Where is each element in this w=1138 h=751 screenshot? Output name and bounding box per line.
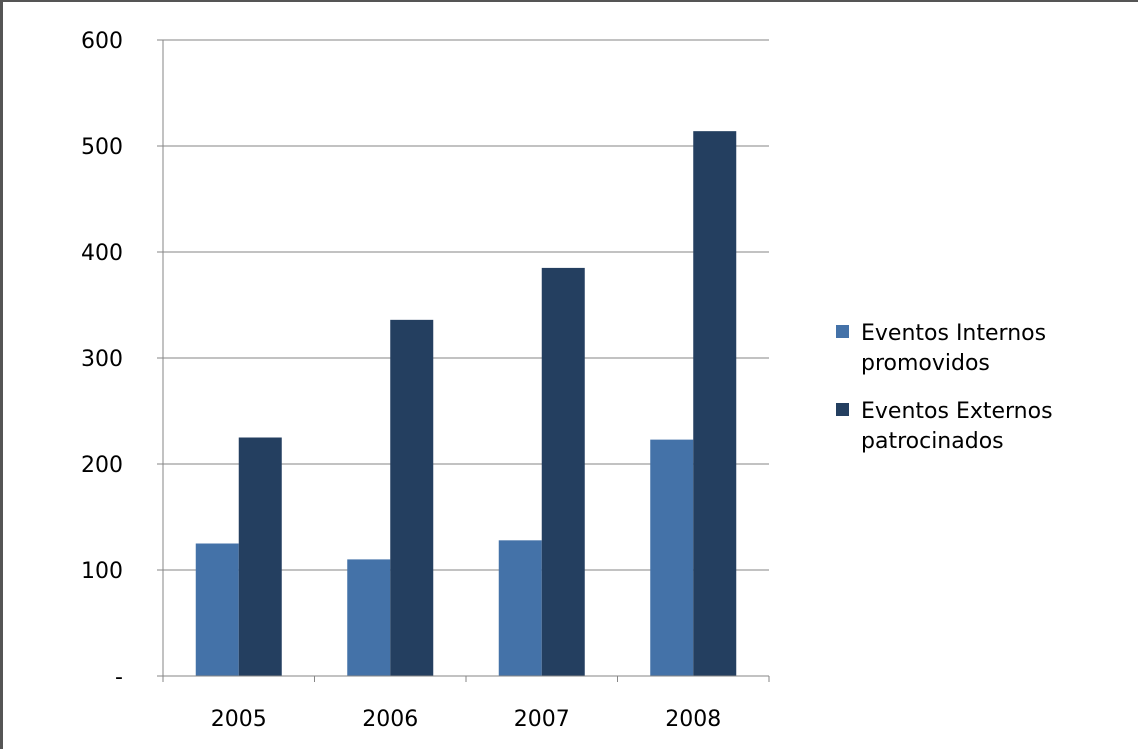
bar-externos-2007: [541, 267, 585, 676]
x-tick-label: 2007: [514, 707, 570, 732]
y-tick-label: 300: [81, 347, 123, 372]
y-tick-label: 400: [81, 241, 123, 266]
bar-externos-2006: [390, 319, 434, 676]
legend-label: Eventos Externos: [861, 399, 1053, 424]
bar-chart: - 100 200 300 400 500 600 2005 2006 2007 2008 Eve…: [81, 29, 1053, 732]
x-tick-label: 2005: [211, 707, 267, 732]
legend: Eventos Internos promovidos Eventos Extern…: [836, 321, 1053, 454]
bar-externos-2008: [693, 131, 737, 676]
axes: [157, 39, 770, 682]
y-tick-labels: - 100 200 300 400 500 600: [81, 29, 123, 690]
legend-label: promovidos: [861, 351, 990, 376]
bar-internos-2006: [347, 559, 391, 676]
bar-internos-2008: [650, 439, 694, 676]
legend-swatch: [836, 325, 849, 338]
legend-swatch: [836, 403, 849, 416]
y-tick-label: 200: [81, 453, 123, 478]
y-tick-label: -: [115, 665, 123, 690]
bar-internos-2005: [195, 543, 239, 676]
bar-externos-2005: [238, 437, 282, 676]
bars: [195, 131, 737, 676]
y-tick-label: 500: [81, 135, 123, 160]
x-tick-label: 2006: [362, 707, 418, 732]
legend-label: patrocinados: [861, 429, 1004, 454]
legend-label: Eventos Internos: [861, 321, 1046, 346]
y-tick-label: 600: [81, 29, 123, 54]
x-tick-labels: 2005 2006 2007 2008: [211, 707, 722, 732]
bar-internos-2007: [498, 540, 542, 676]
y-tick-label: 100: [81, 559, 123, 584]
x-tick-label: 2008: [665, 707, 721, 732]
